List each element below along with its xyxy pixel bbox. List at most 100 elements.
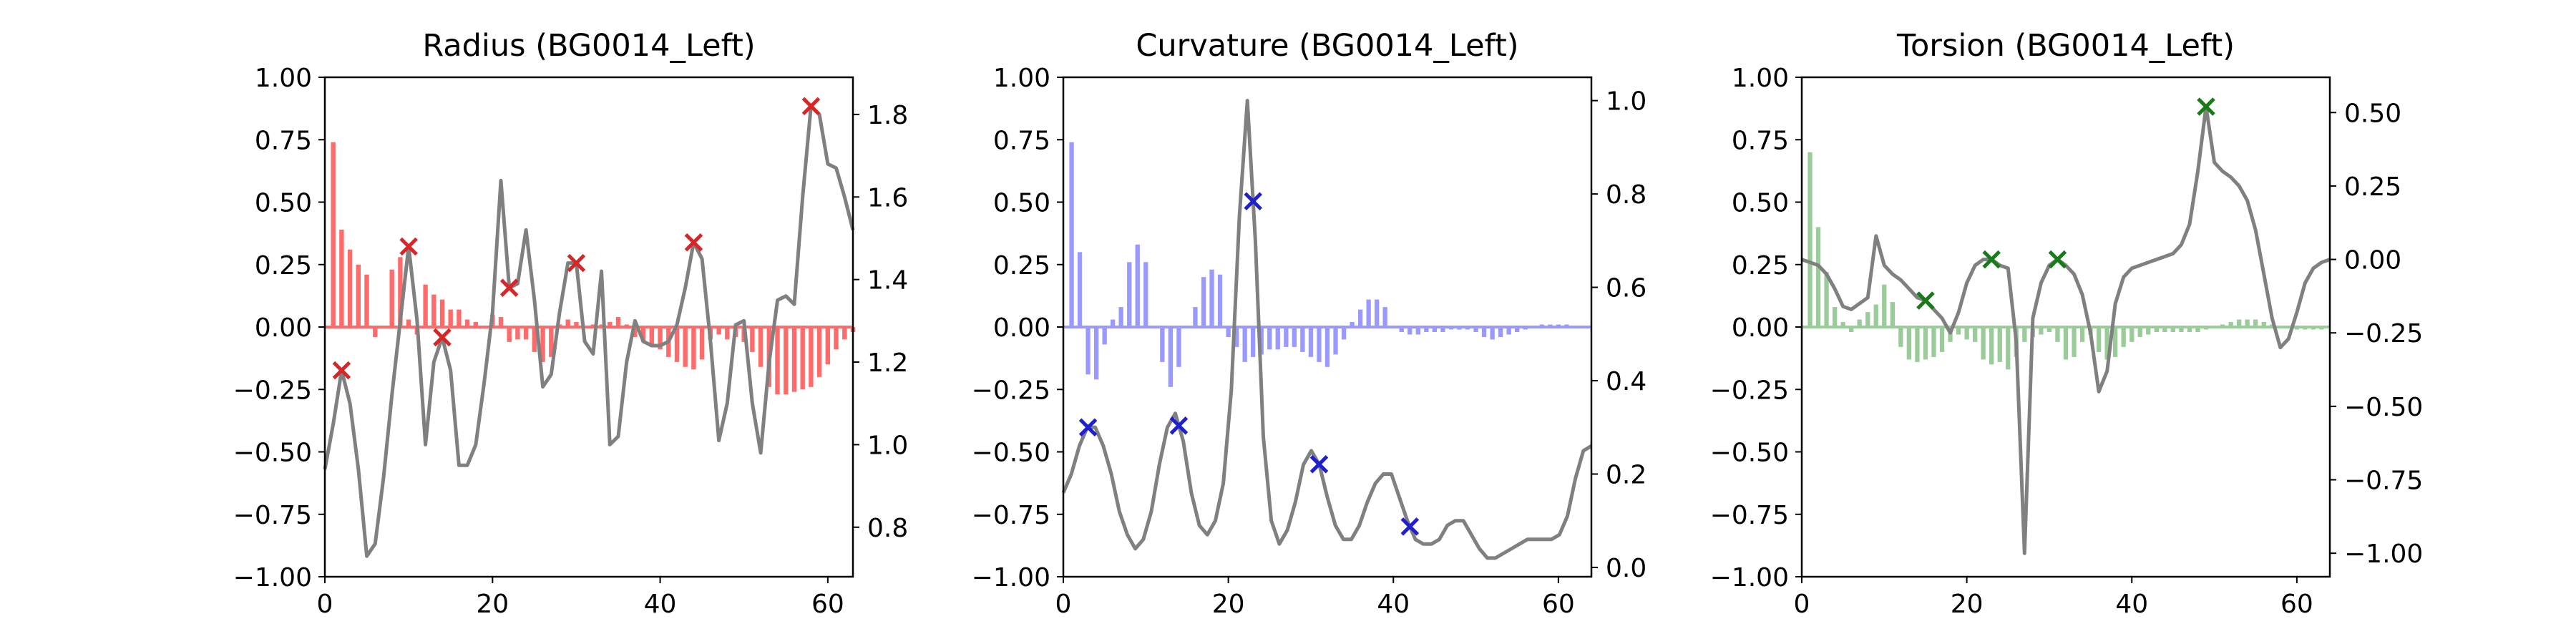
peak-marker-3 (499, 278, 519, 297)
bar-33 (2072, 327, 2077, 357)
marker-stroke (433, 328, 452, 347)
marker-stroke (1244, 192, 1262, 211)
y-left-tick-label: 1.00 (1732, 64, 1789, 93)
x-tick-label: 0 (317, 590, 333, 619)
peak-marker-4 (1400, 517, 1420, 536)
y-left-tick-label: 0.50 (993, 189, 1050, 218)
bar-8 (1127, 262, 1132, 327)
bar-61 (834, 327, 839, 350)
marker-stroke (801, 97, 821, 116)
marker-stroke (332, 361, 351, 380)
bar-18 (1209, 269, 1214, 327)
bar-55 (2253, 319, 2258, 327)
bar-38 (640, 327, 646, 342)
bar-40 (2129, 327, 2135, 342)
bar-37 (633, 327, 638, 337)
bar-15 (448, 309, 453, 327)
bar-8 (1865, 312, 1870, 327)
y-left-tick-label: −0.25 (1710, 376, 1789, 405)
chart-title: Radius (BG0014_Left) (422, 28, 755, 64)
bar-36 (1358, 309, 1363, 327)
bar-60 (825, 327, 830, 365)
bar-4 (356, 264, 361, 328)
bar-30 (2046, 327, 2052, 332)
chart-title: Torsion (BG0014_Left) (1896, 28, 2235, 64)
y-right-tick-label: −0.25 (2344, 319, 2423, 348)
bar-17 (1201, 277, 1206, 327)
bar-55 (784, 327, 789, 395)
marker-stroke (1400, 517, 1420, 536)
peak-marker-3 (1309, 455, 1329, 474)
bar-56 (2261, 322, 2266, 327)
bar-40 (658, 327, 663, 350)
x-tick-label: 40 (2115, 590, 2148, 619)
y-right-tick-label: 1.4 (867, 266, 908, 296)
y-left-tick-label: 0.00 (993, 313, 1050, 343)
bar-59 (816, 327, 822, 377)
bar-47 (716, 327, 721, 335)
radius-panel: 1.000.750.500.250.00−0.25−0.50−0.75−1.00… (233, 28, 909, 619)
y-right-tick-label: 0.50 (2344, 99, 2401, 128)
bar-19 (1217, 274, 1223, 327)
y-right-tick-label: 0.25 (2344, 172, 2401, 202)
bar-17 (464, 319, 470, 327)
y-left-tick-label: −0.50 (233, 439, 312, 468)
peak-marker-0 (1078, 418, 1098, 437)
y-right-tick-label: 0.8 (867, 514, 908, 543)
bar-14 (1915, 327, 1920, 362)
bar-5 (1102, 327, 1107, 345)
y-left-tick-label: −0.75 (1710, 501, 1789, 530)
bar-31 (1317, 327, 1322, 362)
y-right-tick-label: 1.8 (867, 101, 908, 130)
bar-11 (1890, 302, 1895, 327)
bar-9 (1135, 244, 1140, 327)
y-right-tick-label: 0.0 (1606, 554, 1646, 583)
x-tick-label: 40 (644, 590, 677, 619)
bar-28 (1292, 327, 1297, 347)
bar-3 (1085, 327, 1091, 375)
x-tick-label: 0 (1055, 590, 1072, 619)
bar-9 (398, 257, 403, 327)
line-series (1061, 99, 1593, 560)
chart-title: Curvature (BG0014_Left) (1136, 28, 1518, 64)
y-left-tick-label: 1.00 (993, 64, 1050, 93)
bar-20 (1964, 327, 1969, 340)
y-left-tick-label: 0.75 (993, 126, 1050, 155)
y-right-tick-label: 0.00 (2344, 246, 2401, 275)
bar-27 (1284, 327, 1289, 347)
bar-21 (1234, 327, 1239, 347)
bar-21 (1973, 327, 1978, 342)
bar-24 (523, 327, 529, 340)
bar-10 (1882, 284, 1887, 327)
bar-44 (2162, 327, 2167, 332)
marker-stroke (1078, 418, 1098, 437)
bar-30 (1308, 327, 1314, 357)
y-left-tick-label: −1.00 (972, 563, 1050, 592)
bar-58 (809, 327, 814, 387)
bar-34 (608, 322, 613, 327)
bar-43 (683, 327, 688, 367)
bar-16 (1193, 307, 1198, 327)
bar-35 (1350, 322, 1355, 327)
bar-2 (339, 229, 344, 327)
marker-stroke (499, 278, 519, 297)
bar-34 (2079, 327, 2085, 342)
bar-2 (1815, 227, 1821, 327)
bar-52 (2228, 322, 2233, 327)
bar-8 (389, 269, 394, 327)
bar-25 (1267, 327, 1272, 350)
peak-marker-5 (684, 233, 703, 252)
bar-22 (507, 327, 512, 342)
bar-22 (1242, 327, 1247, 362)
x-tick-label: 60 (2280, 590, 2313, 619)
bar-50 (1473, 327, 1478, 332)
bar-12 (1898, 327, 1903, 347)
bar-51 (1481, 327, 1487, 337)
bar-26 (1275, 327, 1280, 350)
y-left-tick-label: −0.25 (972, 376, 1050, 405)
marker-stroke (2048, 250, 2067, 269)
y-left-tick-label: 0.50 (255, 189, 312, 218)
bar-45 (699, 327, 705, 360)
bar-3 (347, 249, 353, 327)
